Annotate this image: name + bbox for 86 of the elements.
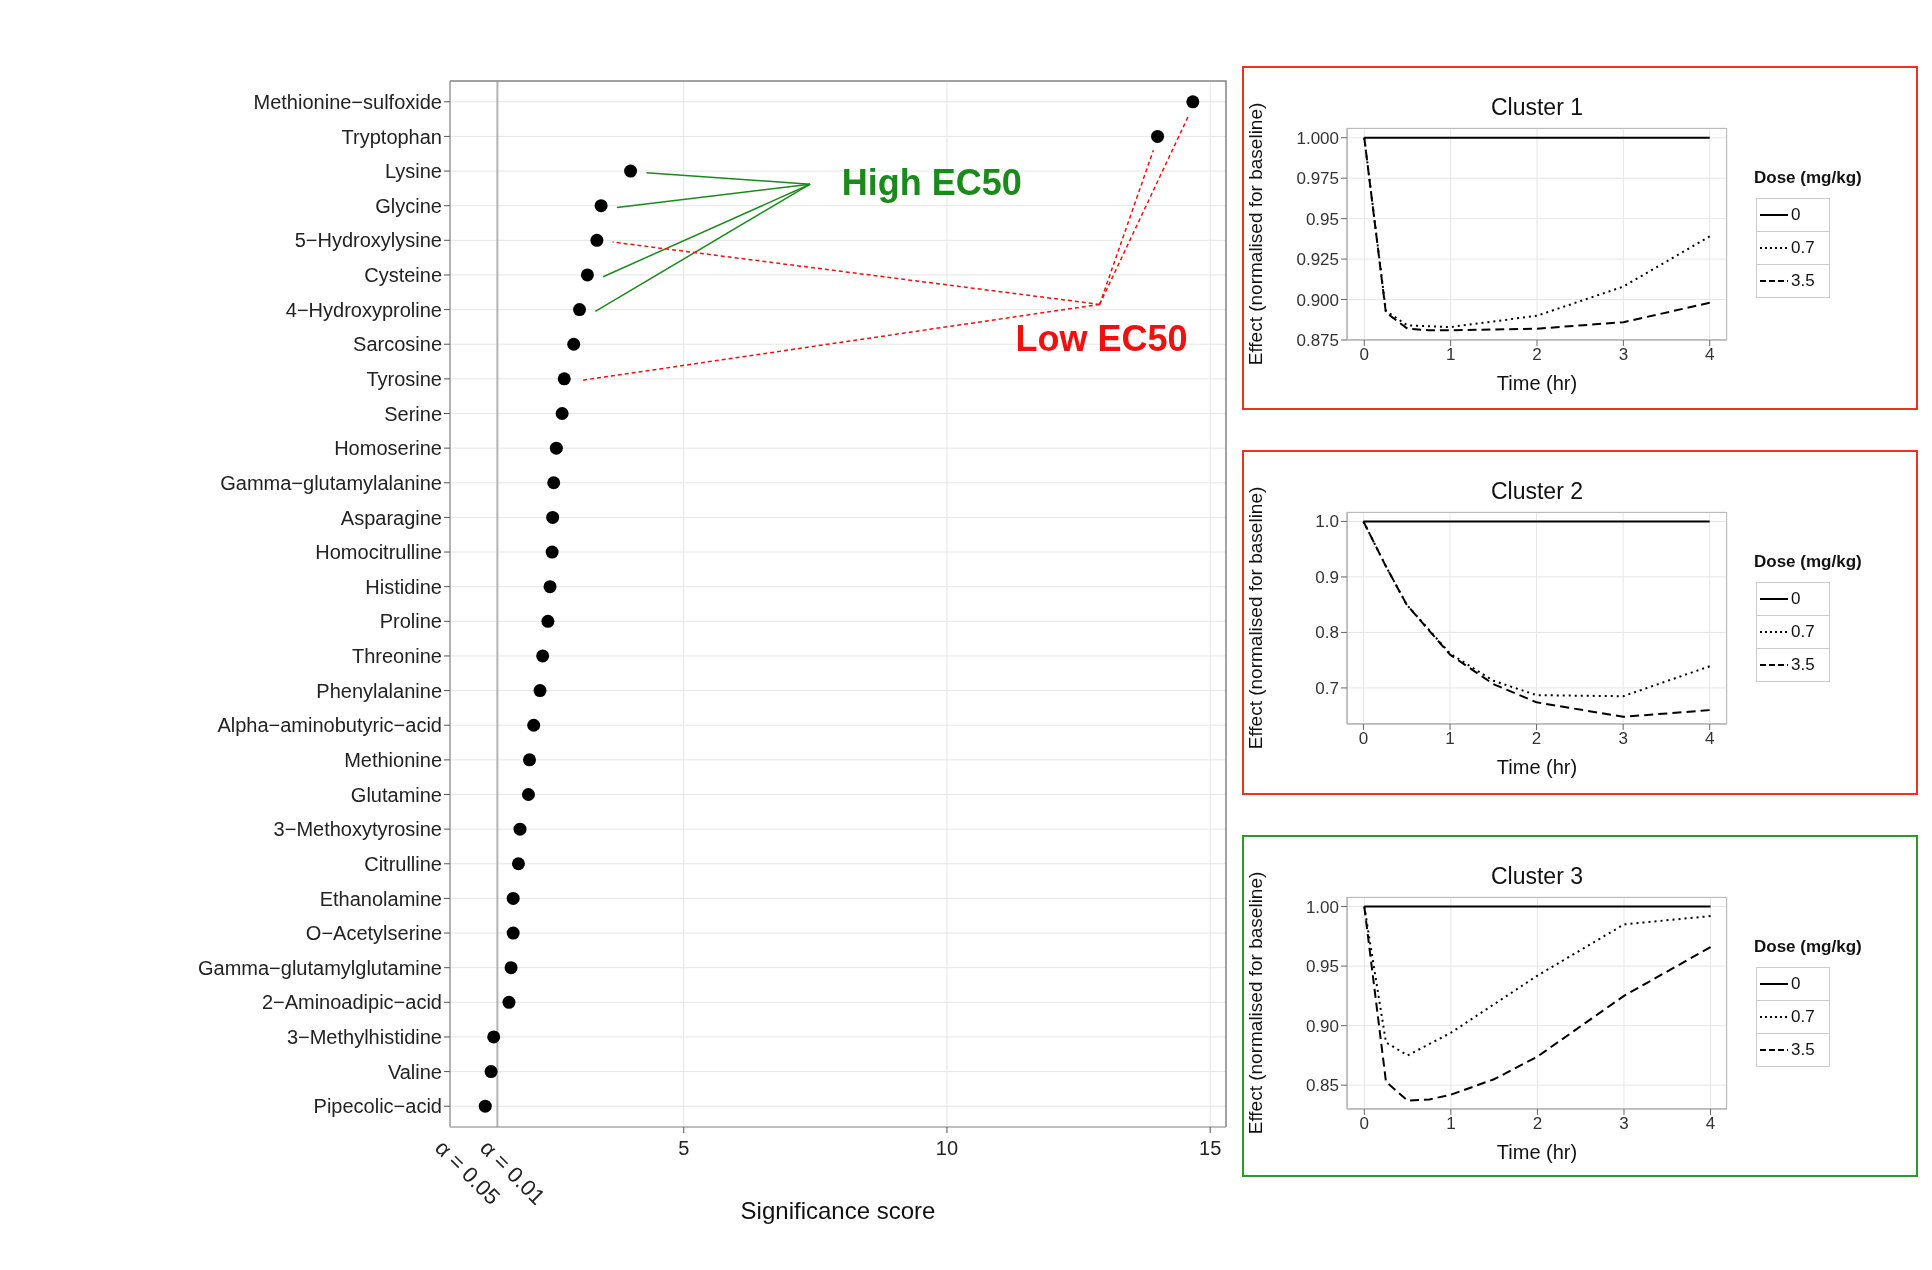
y-tick-label: 0.95 xyxy=(1305,209,1339,229)
y-tick-label: Histidine xyxy=(365,575,442,598)
y-tick-label: Valine xyxy=(387,1060,442,1083)
legend-title: Dose (mg/kg) xyxy=(1754,168,1862,188)
x-tick-label: 2 xyxy=(1531,729,1542,749)
y-axis-title: Effect (normalised for baseline) xyxy=(1244,871,1266,1135)
legend-label: 3.5 xyxy=(1791,655,1816,675)
y-tick-label: Tyrosine xyxy=(366,367,442,390)
y-tick-label: 0.975 xyxy=(1296,169,1339,189)
chart-title: Cluster 1 xyxy=(1489,94,1584,121)
legend-label: 3.5 xyxy=(1791,271,1816,291)
y-tick-label: 0.900 xyxy=(1296,290,1339,310)
x-tick-label: 0 xyxy=(1359,1114,1370,1134)
y-tick-label: Homoserine xyxy=(334,437,442,460)
y-tick-label: 3−Methylhistidine xyxy=(286,1026,442,1049)
x-tick-label: 1 xyxy=(1446,1114,1456,1134)
y-tick-label: 1.0 xyxy=(1315,512,1339,532)
y-tick-label: Asparagine xyxy=(340,506,442,529)
legend-label: 3.5 xyxy=(1791,1040,1816,1060)
x-tick-label: 1 xyxy=(1445,729,1455,749)
x-tick-label: 3 xyxy=(1618,729,1628,749)
y-tick-label: Cysteine xyxy=(364,264,442,287)
legend-title: Dose (mg/kg) xyxy=(1754,552,1862,572)
chart-title: Cluster 3 xyxy=(1489,863,1584,890)
x-axis-title: Time (hr) xyxy=(1496,756,1578,778)
x-tick-label: 4 xyxy=(1704,729,1715,749)
legend-title: Dose (mg/kg) xyxy=(1754,937,1862,957)
y-tick-label: 0.8 xyxy=(1315,623,1339,643)
y-tick-label: 3−Methoxytyrosine xyxy=(273,818,442,841)
y-tick-label: Serine xyxy=(384,402,442,425)
y-tick-label: 0.925 xyxy=(1296,250,1339,270)
legend-label: 0.7 xyxy=(1791,1007,1816,1027)
y-tick-label: Citrulline xyxy=(364,852,442,875)
y-tick-label: 0.7 xyxy=(1315,678,1339,698)
y-tick-label: Lysine xyxy=(384,160,442,183)
chart-title: Cluster 2 xyxy=(1489,478,1584,505)
y-tick-label: Homocitrulline xyxy=(315,541,442,564)
x-tick-label: 15 xyxy=(1199,1137,1222,1159)
x-tick-label: 0 xyxy=(1358,729,1369,749)
y-tick-label: 1.00 xyxy=(1305,897,1339,917)
y-tick-label: 0.9 xyxy=(1315,567,1339,587)
y-axis-title: Effect (normalised for baseline) xyxy=(1244,486,1266,750)
y-tick-label: Proline xyxy=(379,610,442,633)
y-tick-label: Ethanolamine xyxy=(319,887,442,910)
y-tick-label: Glutamine xyxy=(350,783,442,806)
x-tick-label: 0 xyxy=(1359,345,1370,365)
y-tick-label: 5−Hydroxylysine xyxy=(294,229,442,252)
y-tick-label: 0.95 xyxy=(1305,957,1339,977)
legend-label: 0.7 xyxy=(1791,622,1816,642)
y-tick-label: O−Acetylserine xyxy=(305,922,442,945)
y-tick-label: 4−Hydroxyproline xyxy=(285,298,442,321)
x-tick-label: 4 xyxy=(1704,345,1715,365)
legend-label: 0 xyxy=(1791,205,1802,225)
y-tick-label: Methionine−sulfoxide xyxy=(253,90,442,113)
y-tick-label: Sarcosine xyxy=(353,333,442,356)
x-tick-label: 2 xyxy=(1532,345,1542,365)
y-tick-label: 0.875 xyxy=(1296,331,1339,351)
annotation: High EC50 xyxy=(841,162,1022,205)
y-tick-label: Gamma−glutamylglutamine xyxy=(198,956,442,979)
y-tick-label: Gamma−glutamylalanine xyxy=(220,471,442,494)
y-tick-label: 2−Aminoadipic−acid xyxy=(261,991,442,1014)
x-axis-title: Time (hr) xyxy=(1496,1141,1578,1163)
x-tick-label: 4 xyxy=(1705,1114,1716,1134)
y-tick-label: Pipecolic−acid xyxy=(313,1095,442,1118)
x-tick-label: 5 xyxy=(678,1137,690,1159)
legend-label: 0 xyxy=(1791,589,1802,609)
y-tick-label: 0.90 xyxy=(1305,1016,1339,1036)
y-axis-title: Effect (normalised for baseline) xyxy=(1244,102,1266,366)
y-tick-label: Glycine xyxy=(375,194,442,217)
x-axis-title: Significance score xyxy=(740,1197,936,1224)
x-tick-label: 2 xyxy=(1532,1114,1543,1134)
y-tick-label: 0.85 xyxy=(1305,1076,1339,1096)
legend-label: 0.7 xyxy=(1791,238,1816,258)
x-tick-label: 1 xyxy=(1445,345,1456,365)
x-tick-label: 3 xyxy=(1618,345,1629,365)
x-tick-label: 3 xyxy=(1619,1114,1629,1134)
y-tick-label: 1.000 xyxy=(1296,128,1339,148)
legend-label: 0 xyxy=(1791,974,1802,994)
y-tick-label: Tryptophan xyxy=(341,125,442,148)
x-axis-title: Time (hr) xyxy=(1496,372,1578,394)
y-tick-label: Phenylalanine xyxy=(316,679,442,702)
y-tick-label: Alpha−aminobutyric−acid xyxy=(217,714,442,737)
x-tick-label: 10 xyxy=(935,1137,959,1159)
y-tick-label: Methionine xyxy=(344,748,442,771)
annotation: Low EC50 xyxy=(1015,318,1188,361)
y-tick-label: Threonine xyxy=(351,645,442,668)
